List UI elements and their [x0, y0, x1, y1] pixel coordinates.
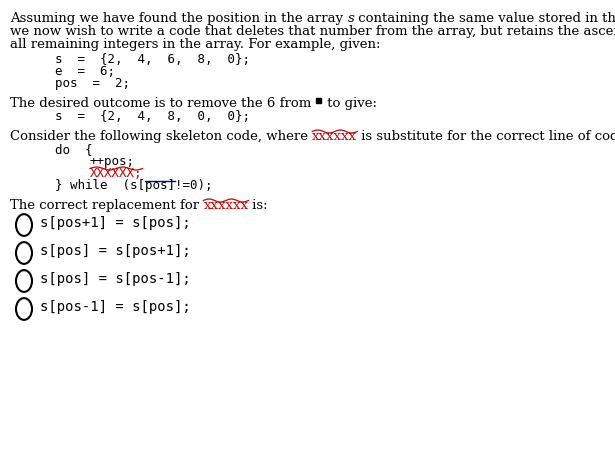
Text: s  =  {2,  4,  6,  8,  0};: s = {2, 4, 6, 8, 0}; [55, 53, 250, 66]
Text: s  =  {2,  4,  8,  0,  0};: s = {2, 4, 8, 0, 0}; [55, 110, 250, 123]
Text: e  =  6;: e = 6; [55, 65, 115, 78]
Text: do  {: do { [55, 143, 92, 156]
Text: to give:: to give: [323, 97, 377, 110]
Text: is:: is: [248, 199, 268, 212]
Text: ++pos;: ++pos; [90, 155, 135, 168]
Text: s[pos-1] = s[pos];: s[pos-1] = s[pos]; [40, 300, 191, 314]
Text: The correct replacement for: The correct replacement for [10, 199, 204, 212]
Text: we now wish to write a code that deletes that number from the array, but retains: we now wish to write a code that deletes… [10, 25, 615, 38]
Text: pos  =  2;: pos = 2; [55, 77, 130, 90]
Text: } while  (s[pos]!=0);: } while (s[pos]!=0); [55, 179, 213, 192]
Text: s[pos] = s[pos+1];: s[pos] = s[pos+1]; [40, 244, 191, 258]
Text: containing the same value stored in the variable: containing the same value stored in the … [354, 12, 615, 25]
Text: is substitute for the correct line of code:: is substitute for the correct line of co… [357, 130, 615, 143]
Text: xxxxxx: xxxxxx [204, 199, 248, 212]
Text: s: s [347, 12, 354, 25]
Text: XXXXXX;: XXXXXX; [90, 167, 143, 180]
Bar [315, 98, 321, 103]
Text: s[pos] = s[pos-1];: s[pos] = s[pos-1]; [40, 272, 191, 286]
Text: Assuming we have found the position in the array: Assuming we have found the position in t… [10, 12, 347, 25]
Text: xxxxxx: xxxxxx [312, 130, 357, 143]
Text: all remaining integers in the array. For example, given:: all remaining integers in the array. For… [10, 38, 381, 51]
Text: The desired outcome is to remove the 6 from: The desired outcome is to remove the 6 f… [10, 97, 315, 110]
Text: Consider the following skeleton code, where: Consider the following skeleton code, wh… [10, 130, 312, 143]
Text: s[pos+1] = s[pos];: s[pos+1] = s[pos]; [40, 216, 191, 230]
